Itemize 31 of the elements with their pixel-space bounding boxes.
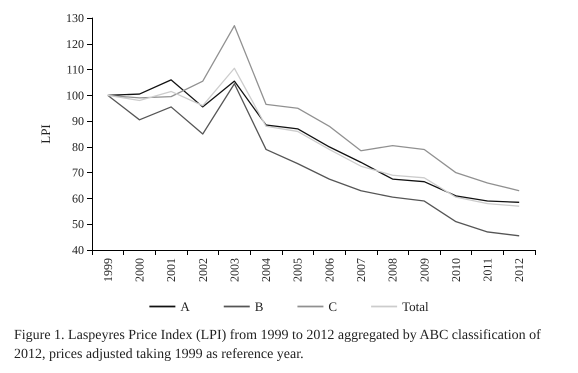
x-tick-label: 2007 bbox=[354, 258, 368, 282]
x-tick-label: 2010 bbox=[448, 258, 463, 282]
x-tick-label: 2006 bbox=[322, 258, 336, 282]
y-tick-label: 60 bbox=[72, 191, 84, 206]
x-tick-label: 2000 bbox=[132, 258, 146, 282]
line-series bbox=[107, 83, 520, 236]
x-tick-label: 2009 bbox=[417, 258, 432, 282]
x-tick-label: 2003 bbox=[227, 258, 242, 282]
legend-label: A bbox=[180, 299, 190, 314]
y-tick-label: 120 bbox=[66, 36, 84, 51]
y-tick-label: 80 bbox=[72, 140, 84, 154]
y-tick-label: 130 bbox=[66, 11, 84, 25]
caption: Figure 1. Laspeyres Price Index (LPI) from 1999 to 2012 aggregated by ABC classification of 2012, prices adjusted taking 1999 as reference year. bbox=[14, 327, 542, 364]
y-tick-label: 50 bbox=[72, 217, 84, 232]
y-tick-label: 90 bbox=[72, 114, 84, 128]
y-tick-label: 40 bbox=[72, 243, 84, 257]
x-tick-label: 1999 bbox=[100, 258, 115, 282]
y-tick-label: 70 bbox=[72, 166, 84, 180]
legend-label: C bbox=[328, 299, 338, 314]
x-tick-label: 2001 bbox=[164, 258, 178, 282]
y-tick-label: 110 bbox=[66, 62, 84, 77]
legend-label: Total bbox=[402, 299, 430, 314]
legend-label: B bbox=[254, 299, 264, 314]
x-tick-label: 2008 bbox=[386, 258, 400, 282]
x-tick-label: 2004 bbox=[259, 258, 274, 282]
y-tick-label: 100 bbox=[66, 88, 84, 102]
x-tick-label: 2005 bbox=[290, 258, 305, 282]
x-tick-label: 2011 bbox=[480, 258, 495, 282]
x-tick-label: 2012 bbox=[512, 258, 526, 282]
x-tick-label: 2002 bbox=[196, 258, 210, 282]
y-axis-title: LPI bbox=[38, 124, 53, 144]
